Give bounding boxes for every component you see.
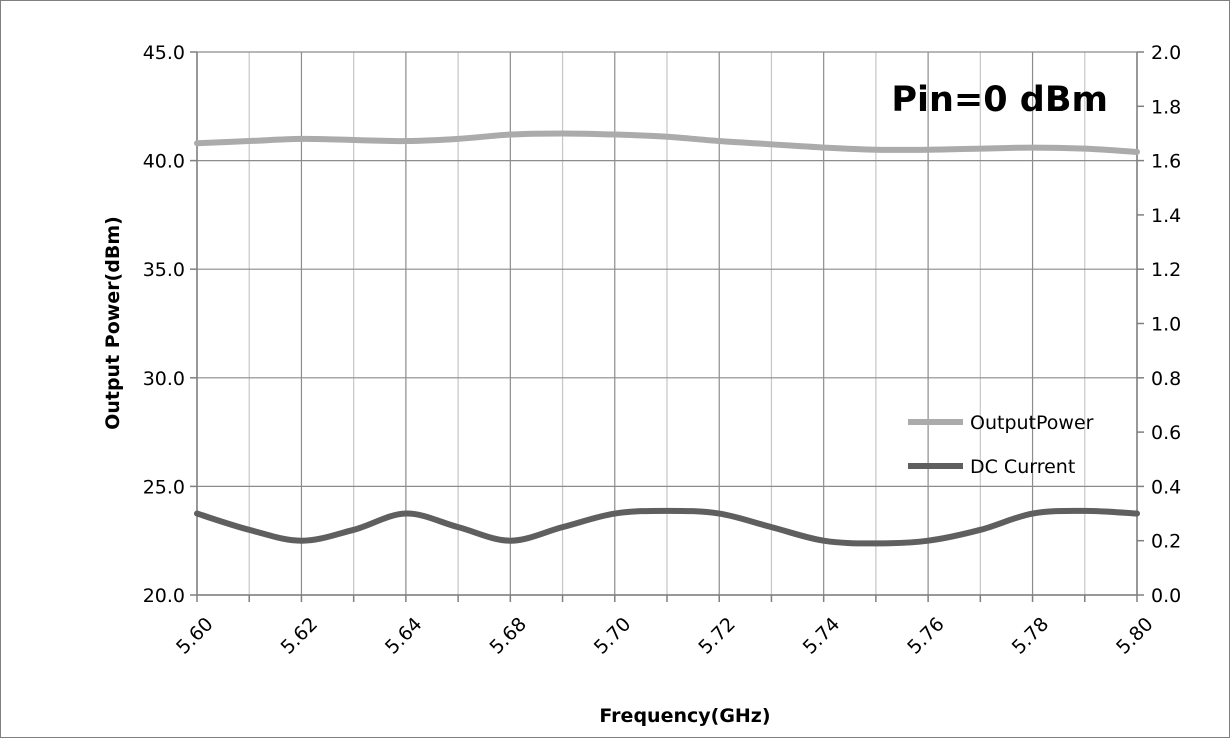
series-line-dc-current	[194, 507, 1140, 547]
y-right-tick-label: 0.4	[1151, 476, 1181, 498]
y-right-tick-label: 1.6	[1151, 151, 1181, 173]
y-right-tick-label: 0.0	[1151, 585, 1181, 607]
y-right-tick-label: 0.8	[1151, 368, 1181, 390]
x-tick-label: 5.68	[485, 613, 530, 658]
x-tick-label: 5.70	[590, 613, 635, 658]
y-right-tick-label: 1.4	[1151, 205, 1181, 227]
legend-label-outputpower: OutputPower	[970, 412, 1094, 434]
y-tick-label: 30.0	[143, 368, 185, 390]
y-tick-label: 40.0	[143, 151, 185, 173]
y-right-tick-label: 1.2	[1151, 259, 1181, 281]
y-axis-title: Output Power(dBm)	[102, 216, 124, 430]
y-tick-label: 35.0	[143, 259, 185, 281]
series-line-outputpower	[194, 130, 1140, 155]
x-tick-label: 5.60	[172, 613, 217, 658]
x-tick-label: 5.64	[381, 613, 426, 658]
x-tick-label: 5.62	[277, 613, 322, 658]
y-right-tick-label: 1.0	[1151, 314, 1181, 336]
chart-annotation: Pin=0 dBm	[891, 80, 1108, 120]
x-tick-label: 5.78	[1008, 613, 1053, 658]
x-tick-label: 5.80	[1112, 613, 1157, 658]
legend: OutputPower DC Current	[908, 412, 1094, 478]
series-layer	[194, 130, 1140, 547]
x-tick-label: 5.72	[694, 613, 739, 658]
y-right-tick-label: 2.0	[1151, 42, 1181, 64]
y-tick-label: 25.0	[143, 476, 185, 498]
y-right-tick-label: 1.8	[1151, 96, 1181, 118]
legend-label-dc-current: DC Current	[970, 456, 1075, 478]
y-tick-label: 20.0	[143, 585, 185, 607]
x-tick-label: 5.74	[799, 613, 844, 658]
x-axis-title: Frequency(GHz)	[599, 705, 770, 727]
y-right-tick-label: 0.6	[1151, 422, 1181, 444]
y-tick-label: 45.0	[143, 42, 185, 64]
x-tick-label: 5.76	[903, 613, 948, 658]
y-right-tick-label: 0.2	[1151, 531, 1181, 553]
